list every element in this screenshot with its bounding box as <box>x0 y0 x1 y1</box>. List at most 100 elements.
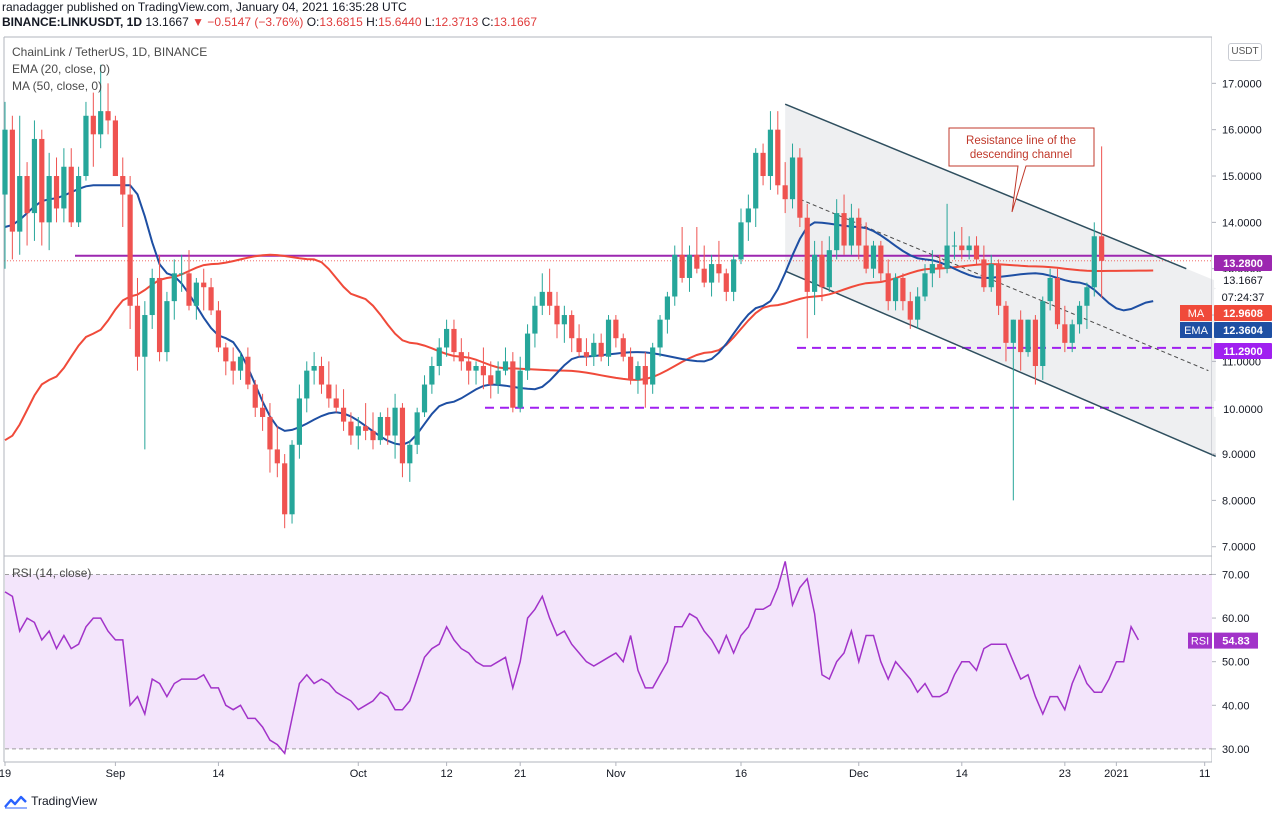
rsi-badge-value: 54.83 <box>1222 636 1250 648</box>
symbol-name[interactable]: BINANCE:LINKUSDT, 1D <box>2 15 143 29</box>
price-badge-bg <box>1214 322 1272 338</box>
price-axis-panel[interactable] <box>1212 37 1280 762</box>
time-tick-label: 23 <box>1059 768 1071 780</box>
price-tick-label: 14.0000 <box>1222 217 1262 229</box>
candle-body <box>363 426 369 431</box>
candle-body <box>414 412 420 445</box>
candle-body <box>355 426 361 436</box>
high-value: 15.6440 <box>378 15 422 29</box>
candle-body <box>900 277 906 302</box>
candle-body <box>1010 319 1016 343</box>
candle-body <box>444 328 450 348</box>
candle-body <box>561 315 567 325</box>
last-price: 13.1667 <box>145 15 189 29</box>
candle-body <box>657 319 663 348</box>
candle-body <box>142 315 148 357</box>
candle-body <box>112 120 118 177</box>
candle-body <box>164 301 170 353</box>
currency-button[interactable]: USDT <box>1228 43 1262 61</box>
candle-body <box>1018 319 1024 353</box>
candle-body <box>193 282 199 306</box>
candle-body <box>436 347 442 367</box>
time-tick-label: Sep <box>106 768 126 780</box>
candle-body <box>694 254 700 269</box>
high-label: H: <box>366 15 379 29</box>
time-tick-label: Nov <box>606 768 626 780</box>
candle-body <box>1062 324 1068 343</box>
candle-body <box>628 356 634 380</box>
candle-body <box>480 366 486 376</box>
candle-body <box>1069 324 1075 343</box>
candle-body <box>524 333 531 371</box>
chart-title: ChainLink / TetherUS, 1D, BINANCE <box>12 45 208 59</box>
candle-body <box>39 138 45 223</box>
annotation-text-line1: Resistance line of the <box>966 135 1076 147</box>
candle-body <box>907 301 913 320</box>
candle-body <box>973 245 980 260</box>
rsi-tick-label: 70.00 <box>1222 569 1250 581</box>
ma-legend[interactable]: MA (50, close, 0) <box>12 79 103 93</box>
price-badge-text: 11.2900 <box>1223 346 1262 358</box>
candle-body <box>407 444 413 464</box>
candle-body <box>745 208 751 223</box>
candle-body <box>804 217 810 292</box>
close-label: C: <box>481 15 494 29</box>
tradingview-icon <box>4 795 27 809</box>
price-tick-label: 11.0000 <box>1222 356 1261 368</box>
time-tick-label: 14 <box>212 768 224 780</box>
time-tick-label: Oct <box>350 768 367 780</box>
candle-body <box>17 176 23 232</box>
candle-body <box>68 166 74 223</box>
rsi-badge: RSI 54.83 <box>1188 632 1258 649</box>
price-badge-text: 12.9608 <box>1223 308 1263 320</box>
time-tick-label: 2021 <box>1104 768 1128 780</box>
candle-body <box>370 430 376 441</box>
rsi-band <box>5 574 1212 749</box>
candle-body <box>812 254 818 292</box>
candle-body <box>120 176 126 195</box>
candle-body <box>90 115 96 135</box>
time-tick-label: Dec <box>849 768 869 780</box>
candle-body <box>937 264 943 269</box>
candle-body <box>672 254 678 297</box>
rsi-badge-label: RSI <box>1191 636 1209 648</box>
open-label: O: <box>306 15 320 29</box>
candle-body <box>922 273 928 297</box>
tradingview-logo[interactable]: TradingView <box>4 794 97 809</box>
candle-body <box>554 305 560 325</box>
time-axis[interactable]: 19 Sep 14 Oct 12 21 Nov 16 Dec 14 23 2021 11 <box>0 762 1210 780</box>
candle-body <box>620 338 626 357</box>
ma-50-path <box>4 253 1154 442</box>
candle-body <box>915 296 921 320</box>
candle-body <box>848 217 854 246</box>
ema-legend[interactable]: EMA (20, close, 0) <box>12 62 111 76</box>
candle-body <box>731 259 737 292</box>
rsi-line <box>4 561 1140 755</box>
close-value: 13.1667 <box>493 15 537 29</box>
candle-body <box>767 129 774 177</box>
candle-body <box>1025 319 1031 353</box>
rsi-badge-label-bg <box>1188 632 1212 649</box>
candle-body <box>385 416 391 436</box>
price-badge-label-bg <box>1180 305 1212 321</box>
candle-body <box>988 264 994 288</box>
candle-body <box>782 185 788 200</box>
annotation-callout[interactable]: Resistance line of the descending channe… <box>948 127 1095 213</box>
candle-body <box>642 366 648 385</box>
channel-upper-line <box>784 103 1187 270</box>
price-badge-bg <box>1214 401 1272 417</box>
candle-body <box>105 111 111 121</box>
candle-body <box>252 384 258 408</box>
price-tick-label: 7.0000 <box>1222 542 1256 554</box>
candle-body <box>348 421 354 436</box>
candle-body <box>539 291 545 306</box>
candle-body <box>451 328 457 353</box>
candle-body <box>1054 277 1061 325</box>
candle-body <box>267 416 273 450</box>
candle-body <box>179 273 185 275</box>
candle-body <box>797 157 803 218</box>
candle-body <box>547 291 553 306</box>
candle-body <box>186 273 192 306</box>
rsi-legend[interactable]: RSI (14, close) <box>12 566 92 580</box>
